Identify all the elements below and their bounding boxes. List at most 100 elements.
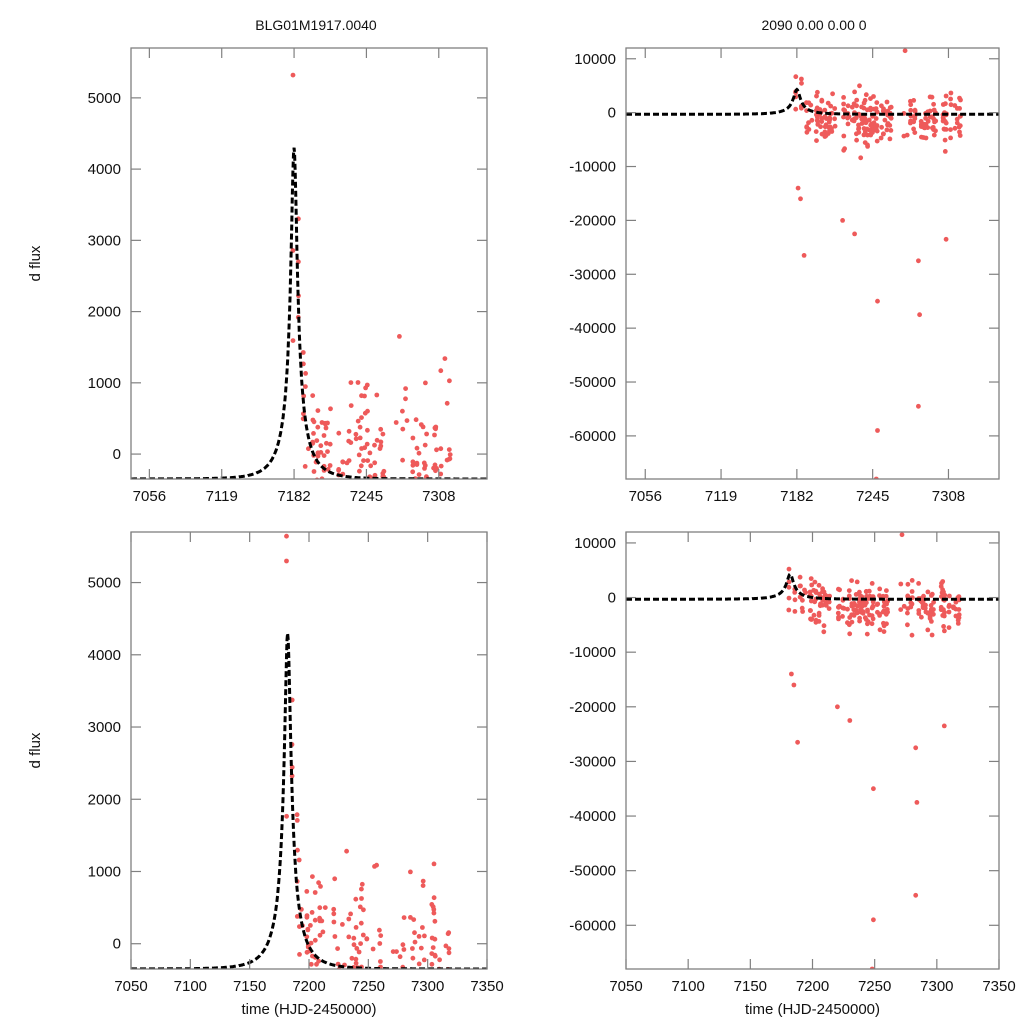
- data-point: [857, 589, 862, 595]
- data-point: [314, 438, 320, 443]
- data-point: [361, 970, 366, 975]
- data-point: [807, 589, 813, 595]
- data-point: [820, 602, 825, 608]
- data-point: [354, 556, 359, 561]
- data-point: [382, 542, 387, 547]
- data-point: [841, 95, 846, 100]
- data-point: [431, 895, 437, 901]
- data-point: [302, 464, 308, 469]
- data-point: [888, 104, 894, 110]
- data-point: [403, 386, 408, 391]
- data-point: [845, 606, 850, 612]
- x-tick-label: 7300: [920, 978, 953, 995]
- data-point: [800, 609, 805, 614]
- data-point: [340, 459, 346, 465]
- data-point: [874, 138, 880, 144]
- data-point: [827, 115, 833, 121]
- data-point: [355, 418, 361, 424]
- data-point: [316, 880, 321, 886]
- data-point: [404, 495, 409, 500]
- data-point: [404, 418, 410, 423]
- data-point: [356, 483, 361, 488]
- data-point: [814, 138, 819, 144]
- data-point: [412, 1003, 417, 1008]
- data-point: [413, 970, 418, 975]
- y-tick-label: 3000: [88, 719, 121, 736]
- data-point: [909, 589, 915, 594]
- data-point: [412, 500, 417, 505]
- data-point: [816, 610, 822, 616]
- data-point: [792, 590, 798, 595]
- data-point: [314, 509, 319, 514]
- data-point: [821, 629, 827, 635]
- data-point: [361, 458, 366, 463]
- data-point: [922, 605, 928, 611]
- x-tick-label: 7350: [470, 978, 503, 995]
- data-point: [881, 106, 886, 112]
- data-point: [438, 463, 444, 469]
- data-point: [344, 848, 349, 854]
- data-point: [349, 538, 354, 543]
- data-point: [863, 92, 869, 98]
- data-point: [941, 613, 947, 619]
- data-point: [874, 602, 880, 607]
- y-axis-label: d flux: [27, 245, 44, 281]
- data-point: [946, 625, 952, 630]
- y-tick-label: 5000: [88, 90, 121, 107]
- data-point: [416, 934, 422, 939]
- data-point: [858, 155, 864, 161]
- data-point: [353, 925, 359, 930]
- data-point: [422, 442, 428, 448]
- data-point: [378, 443, 384, 449]
- data-point: [809, 117, 815, 123]
- data-point: [284, 533, 289, 539]
- data-point: [405, 544, 410, 549]
- data-point: [948, 127, 953, 132]
- data-point: [378, 439, 384, 445]
- data-point: [931, 611, 936, 617]
- data-point: [438, 368, 444, 374]
- data-point: [378, 426, 384, 432]
- data-point: [357, 435, 363, 441]
- data-point: [374, 511, 379, 516]
- data-point: [408, 869, 413, 875]
- data-point: [332, 934, 338, 939]
- data-point: [346, 916, 352, 922]
- data-point: [946, 604, 952, 609]
- data-point: [941, 624, 946, 629]
- data-point: [849, 619, 855, 625]
- x-tick-label: 7200: [796, 978, 829, 995]
- outlier-point: [916, 403, 921, 409]
- data-point: [424, 431, 429, 437]
- data-point: [400, 426, 406, 432]
- data-point: [431, 522, 436, 527]
- data-point: [437, 957, 442, 963]
- data-point: [284, 813, 289, 819]
- data-point: [933, 118, 939, 124]
- data-point: [416, 472, 422, 477]
- data-point: [925, 627, 931, 633]
- data-point: [942, 628, 947, 634]
- data-point: [792, 609, 798, 614]
- data-point: [856, 130, 862, 135]
- data-point: [377, 941, 383, 946]
- data-point: [835, 610, 841, 616]
- data-point: [866, 588, 872, 594]
- data-point: [403, 491, 408, 496]
- data-point: [841, 133, 847, 139]
- data-point: [447, 378, 452, 384]
- data-point: [353, 436, 359, 442]
- data-point: [865, 142, 870, 148]
- data-point: [356, 949, 362, 955]
- data-point: [929, 591, 935, 597]
- data-point: [447, 553, 452, 558]
- data-point: [870, 599, 876, 605]
- data-point: [948, 102, 954, 108]
- data-point: [435, 483, 440, 488]
- data-point: [865, 607, 870, 613]
- data-point: [925, 589, 931, 595]
- data-point: [308, 961, 314, 967]
- data-point: [958, 97, 963, 103]
- data-point: [360, 932, 366, 938]
- data-point: [431, 861, 437, 867]
